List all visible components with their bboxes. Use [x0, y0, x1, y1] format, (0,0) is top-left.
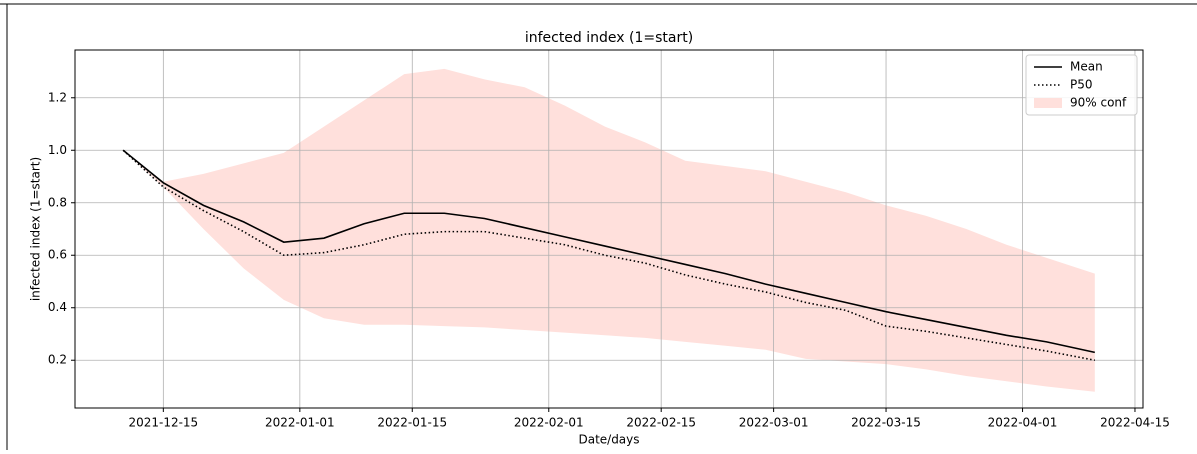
x-tick-label: 2022-04-01: [988, 416, 1058, 430]
legend-label: P50: [1070, 78, 1093, 92]
series-line: [122, 149, 1095, 362]
y-tick-label: 0.4: [48, 300, 67, 314]
y-tick-label: 1.2: [48, 90, 67, 104]
x-tick-label: 2022-03-01: [739, 416, 809, 430]
chart-title: infected index (1=start): [525, 30, 693, 46]
y-tick-label: 0.2: [48, 353, 67, 367]
x-tick-label: 2022-01-01: [265, 416, 335, 430]
legend-label: 90% conf: [1070, 96, 1127, 110]
series-line: [122, 149, 1095, 354]
x-tick-label: 2022-02-01: [514, 416, 584, 430]
y-axis-label: infected index (1=start): [29, 157, 43, 301]
y-tick-label: 0.8: [48, 195, 67, 209]
legend-swatch: [1034, 98, 1062, 108]
x-axis-label: Date/days: [578, 433, 639, 447]
x-tick-label: 2022-02-15: [626, 416, 696, 430]
y-tick-label: 1.0: [48, 143, 67, 157]
legend-label: Mean: [1070, 60, 1103, 74]
x-tick-label: 2022-03-15: [851, 416, 921, 430]
plot-frame: [74, 49, 1144, 409]
x-tick-label: 2021-12-15: [128, 416, 198, 430]
confidence-band: [123, 68, 1095, 392]
y-tick-label: 0.6: [48, 248, 67, 262]
x-tick-label: 2022-04-15: [1100, 416, 1170, 430]
x-tick-label: 2022-01-15: [377, 416, 447, 430]
